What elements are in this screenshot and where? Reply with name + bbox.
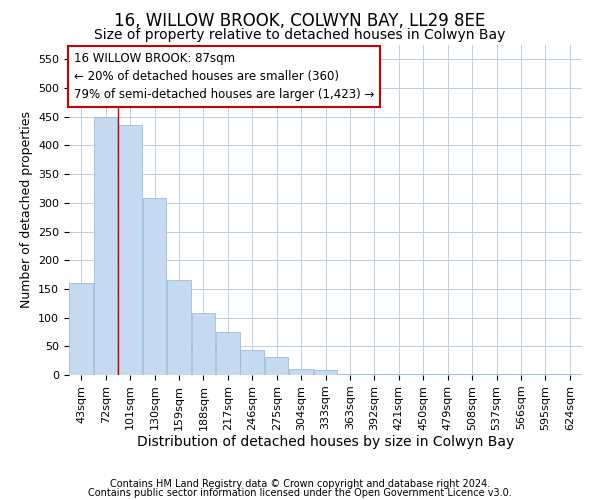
- Bar: [460, 374, 484, 375]
- Y-axis label: Number of detached properties: Number of detached properties: [20, 112, 32, 308]
- Bar: [70, 283, 93, 375]
- Text: Contains public sector information licensed under the Open Government Licence v3: Contains public sector information licen…: [88, 488, 512, 498]
- Bar: [362, 374, 386, 375]
- Bar: [191, 313, 215, 375]
- Bar: [436, 374, 460, 375]
- Bar: [289, 370, 313, 375]
- Text: Size of property relative to detached houses in Colwyn Bay: Size of property relative to detached ho…: [94, 28, 506, 42]
- Bar: [533, 374, 557, 375]
- Bar: [265, 356, 289, 375]
- X-axis label: Distribution of detached houses by size in Colwyn Bay: Distribution of detached houses by size …: [137, 436, 514, 450]
- Bar: [143, 198, 166, 375]
- Bar: [558, 374, 581, 375]
- Text: 16 WILLOW BROOK: 87sqm
← 20% of detached houses are smaller (360)
79% of semi-de: 16 WILLOW BROOK: 87sqm ← 20% of detached…: [74, 52, 374, 100]
- Bar: [94, 116, 118, 375]
- Text: Contains HM Land Registry data © Crown copyright and database right 2024.: Contains HM Land Registry data © Crown c…: [110, 479, 490, 489]
- Bar: [387, 374, 410, 375]
- Text: 16, WILLOW BROOK, COLWYN BAY, LL29 8EE: 16, WILLOW BROOK, COLWYN BAY, LL29 8EE: [115, 12, 485, 30]
- Bar: [167, 280, 191, 375]
- Bar: [241, 350, 264, 375]
- Bar: [338, 374, 362, 375]
- Bar: [314, 370, 337, 375]
- Bar: [485, 374, 508, 375]
- Bar: [216, 332, 239, 375]
- Bar: [509, 374, 533, 375]
- Bar: [118, 126, 142, 375]
- Bar: [412, 374, 435, 375]
